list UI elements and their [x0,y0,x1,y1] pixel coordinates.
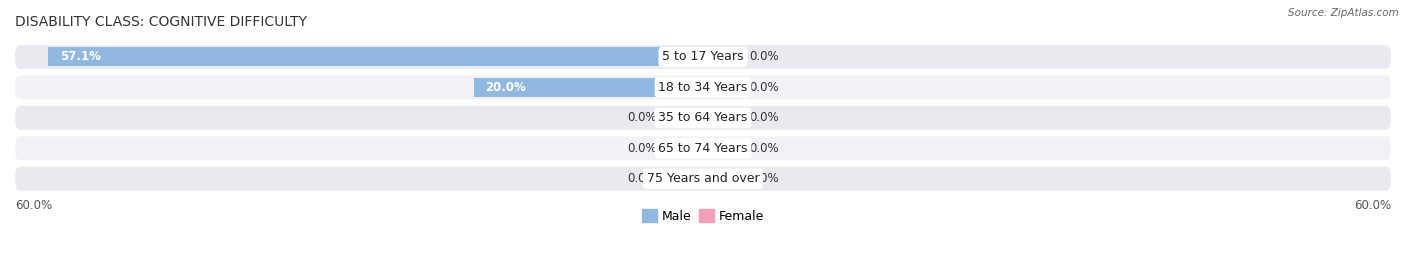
Text: 18 to 34 Years: 18 to 34 Years [658,81,748,94]
Text: 60.0%: 60.0% [1354,199,1391,213]
Text: 75 Years and over: 75 Years and over [647,172,759,185]
Text: 0.0%: 0.0% [749,142,779,155]
Bar [669,108,703,127]
Text: 0.0%: 0.0% [749,111,779,124]
Bar [669,169,703,188]
Text: 0.0%: 0.0% [627,111,657,124]
Text: 0.0%: 0.0% [749,81,779,94]
Text: Source: ZipAtlas.com: Source: ZipAtlas.com [1288,8,1399,18]
Bar [669,139,703,158]
Text: 0.0%: 0.0% [749,50,779,63]
Bar [703,108,737,127]
Bar [48,47,703,66]
FancyBboxPatch shape [15,136,1391,160]
Text: 65 to 74 Years: 65 to 74 Years [658,142,748,155]
FancyBboxPatch shape [15,106,1391,130]
Text: 35 to 64 Years: 35 to 64 Years [658,111,748,124]
Text: 0.0%: 0.0% [627,142,657,155]
Text: 60.0%: 60.0% [15,199,52,213]
FancyBboxPatch shape [15,45,1391,69]
Text: 0.0%: 0.0% [627,172,657,185]
Bar [474,78,703,97]
Bar [703,139,737,158]
FancyBboxPatch shape [15,76,1391,99]
Legend: Male, Female: Male, Female [637,204,769,228]
Text: 57.1%: 57.1% [59,50,101,63]
Text: 20.0%: 20.0% [485,81,526,94]
Text: DISABILITY CLASS: COGNITIVE DIFFICULTY: DISABILITY CLASS: COGNITIVE DIFFICULTY [15,15,307,29]
Text: 5 to 17 Years: 5 to 17 Years [662,50,744,63]
Bar [703,47,737,66]
Text: 0.0%: 0.0% [749,172,779,185]
Bar [703,169,737,188]
Bar [703,78,737,97]
FancyBboxPatch shape [15,167,1391,191]
